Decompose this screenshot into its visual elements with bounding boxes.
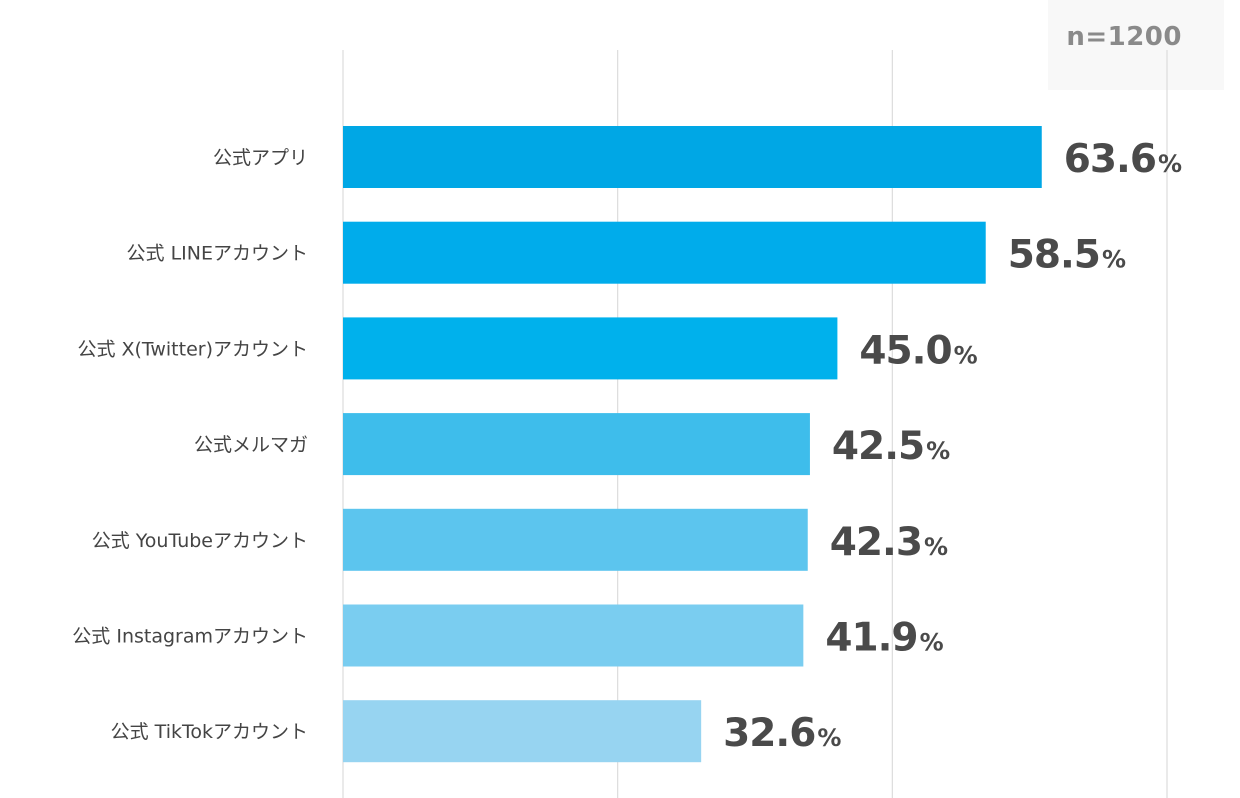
value-label: 63.6% — [1064, 137, 1182, 182]
category-label: 公式 X(Twitter)アカウント — [77, 338, 308, 360]
category-label: 公式 TikTokアカウント — [111, 721, 308, 743]
category-label: 公式 YouTubeアカウント — [92, 530, 308, 552]
value-label: 45.0% — [859, 328, 977, 373]
bar — [343, 700, 702, 763]
value-label: 58.5% — [1008, 233, 1126, 278]
category-label: 公式 LINEアカウント — [127, 243, 308, 265]
value-label: 42.5% — [832, 424, 950, 469]
category-label: 公式アプリ — [213, 147, 308, 169]
value-label: 42.3% — [830, 520, 948, 565]
sample-size-box: n=1200 — [1048, 0, 1224, 90]
value-label: 32.6% — [723, 711, 841, 756]
value-label: 41.9% — [825, 616, 943, 661]
category-label: 公式 Instagramアカウント — [72, 626, 308, 648]
bar — [343, 508, 808, 571]
bar — [343, 126, 1042, 188]
category-label: 公式メルマガ — [194, 434, 308, 456]
bar — [343, 317, 838, 380]
bar — [343, 604, 804, 667]
bar — [343, 413, 810, 476]
bar — [343, 221, 986, 284]
sample-size-label: n=1200 — [1066, 22, 1182, 52]
